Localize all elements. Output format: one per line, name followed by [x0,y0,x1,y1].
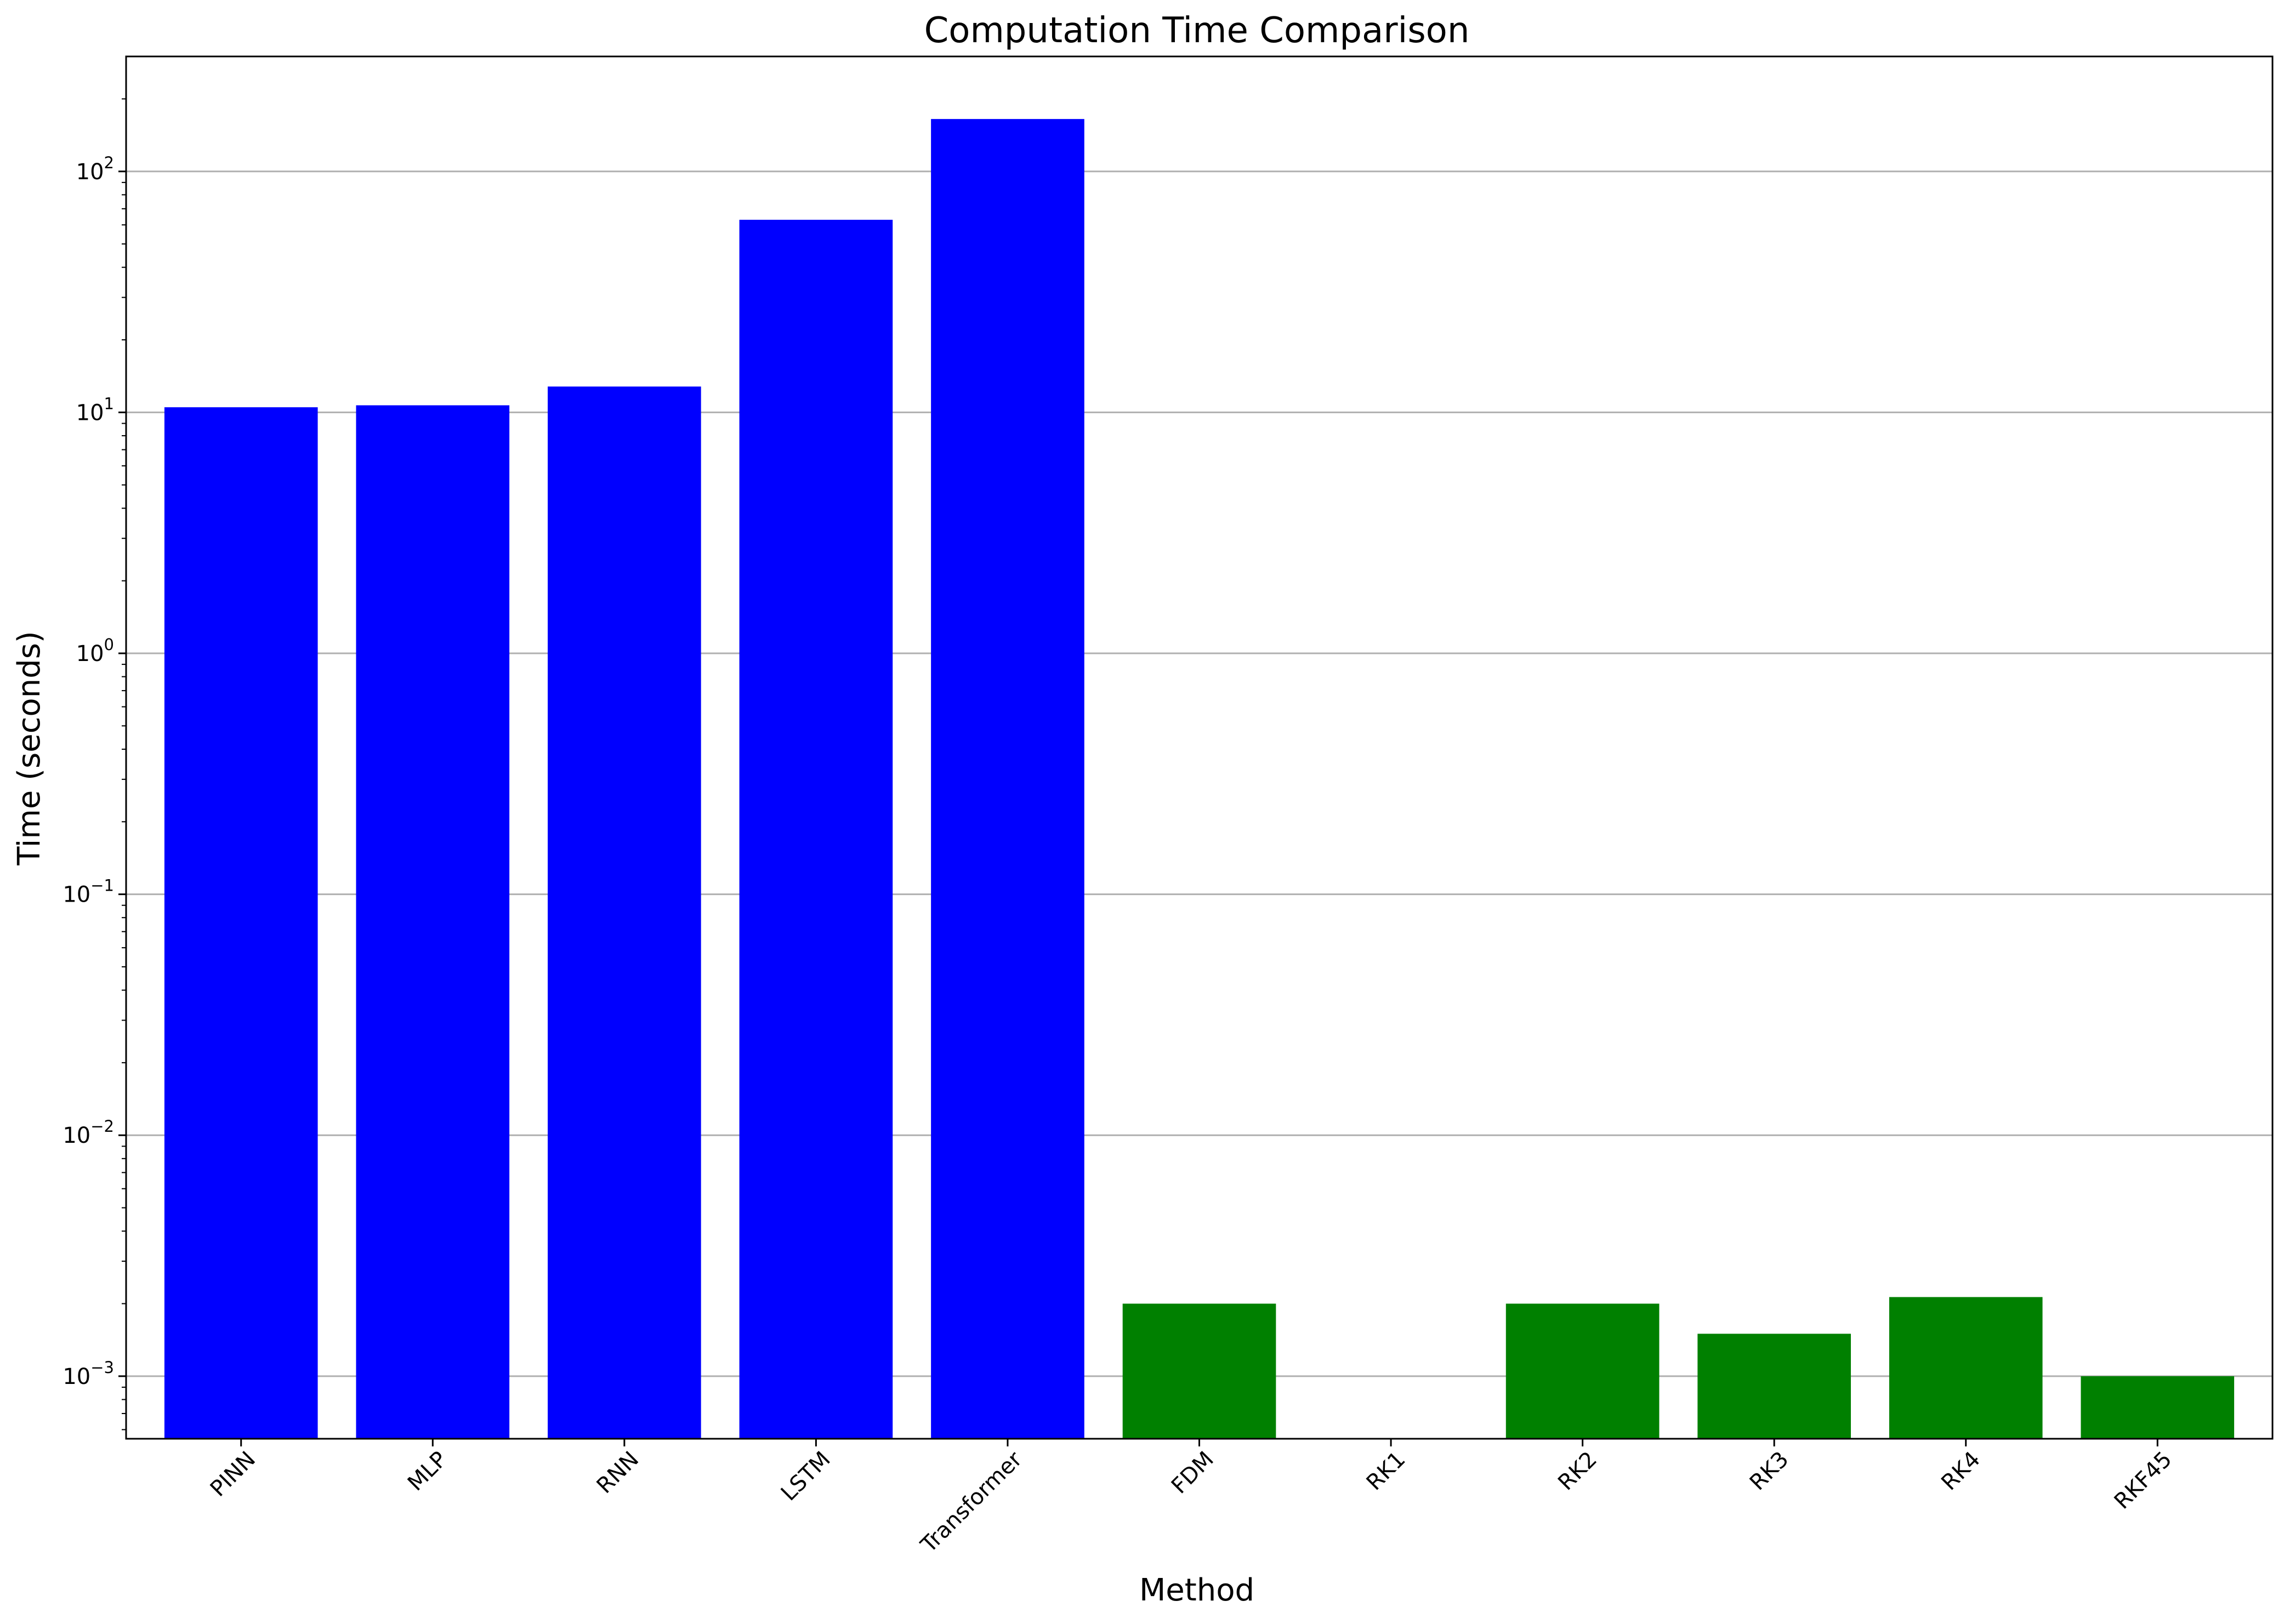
bar-rk2 [1505,1303,1660,1439]
bar-transformer [931,119,1084,1439]
y-tick-label: 10−1 [63,876,114,908]
bar-mlp [356,405,510,1439]
bar-pinn [164,407,318,1439]
x-tick-label-rk3: RK3 [1745,1447,1794,1496]
bar-lstm [739,219,893,1439]
y-tick-label: 102 [76,153,114,185]
x-tick-label-rk1: RK1 [1362,1447,1411,1496]
x-tick-label-rkf45: RKF45 [2110,1447,2177,1514]
x-tick-label-rk2: RK2 [1553,1447,1602,1496]
y-axis-ticks: 10−3 10−2 10−1 100 101 102 [63,98,126,1431]
bar-rnn [548,386,701,1439]
x-tick-label-mlp: MLP [403,1447,452,1496]
y-tick-label: 100 [76,635,114,666]
chart-title: Computation Time Comparison [924,10,1470,51]
y-tick-label: 10−3 [63,1358,114,1389]
x-tick-label-lstm: LSTM [776,1447,836,1506]
plot-frame [125,55,2274,1440]
bar-rkf45 [2081,1376,2235,1439]
y-tick-label: 10−2 [63,1117,114,1148]
bar-rk3 [1697,1334,1851,1439]
bar-rk4 [1889,1297,2043,1439]
x-axis-ticks: PINN MLP RNN LSTM Transformer FDM RK1 RK2 RK3 RK4… [206,1439,2177,1558]
x-tick-label-rk4: RK4 [1936,1447,1985,1496]
x-axis-label: Method [1139,1572,1254,1608]
bar-fdm [1122,1303,1276,1439]
y-axis-label: Time (seconds) [12,631,47,865]
x-tick-label-transformer: Transformer [916,1446,1027,1558]
x-tick-label-pinn: PINN [206,1447,260,1502]
y-tick-label: 101 [76,394,114,425]
x-tick-label-fdm: FDM [1167,1447,1219,1499]
bars [164,119,2235,1439]
x-tick-label-rnn: RNN [592,1447,644,1498]
